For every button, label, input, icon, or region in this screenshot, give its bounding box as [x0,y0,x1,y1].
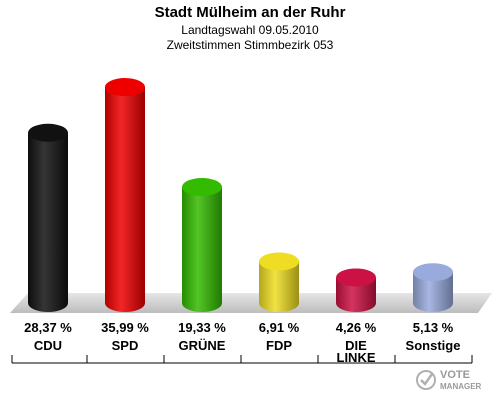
bar-top [182,178,222,197]
bar-body [259,261,299,312]
bar-body [28,132,68,312]
chart-subtitle-district: Zweitstimmen Stimmbezirk 053 [166,38,334,52]
category-label: DIE [345,338,367,353]
value-label: 19,33 % [178,320,226,335]
bar-body [182,187,222,312]
bar-5 [413,263,453,312]
bar-body [105,87,145,312]
vote-manager-logo: VOTE MANAGER [416,369,482,391]
bar-0 [28,123,68,312]
value-label: 35,99 % [101,320,149,335]
value-label: 5,13 % [413,320,454,335]
category-label: CDU [34,338,62,353]
bar-top [413,263,453,282]
bar-top [259,252,299,271]
logo-line-2: MANAGER [440,382,482,391]
chart-subtitle-election: Landtagswahl 09.05.2010 [181,23,319,37]
bar-4 [336,268,376,312]
bar-3 [259,252,299,312]
chart-title: Stadt Mülheim an der Ruhr [154,4,346,21]
category-label: SPD [112,338,139,353]
vote-manager-check-icon [416,370,436,390]
bar-body [413,272,453,312]
category-label: FDP [266,338,292,353]
bar-1 [105,78,145,312]
value-label: 4,26 % [336,320,377,335]
logo-line-1: VOTE [440,369,470,381]
bar-top [28,123,68,142]
value-label: 28,37 % [24,320,72,335]
category-label: LINKE [337,350,376,365]
bar-2 [182,178,222,312]
category-label: Sonstige [406,338,461,353]
bar-top [336,268,376,287]
bar-body [336,277,376,312]
value-label: 6,91 % [259,320,300,335]
category-label: GRÜNE [179,338,226,353]
bar-top [105,78,145,97]
